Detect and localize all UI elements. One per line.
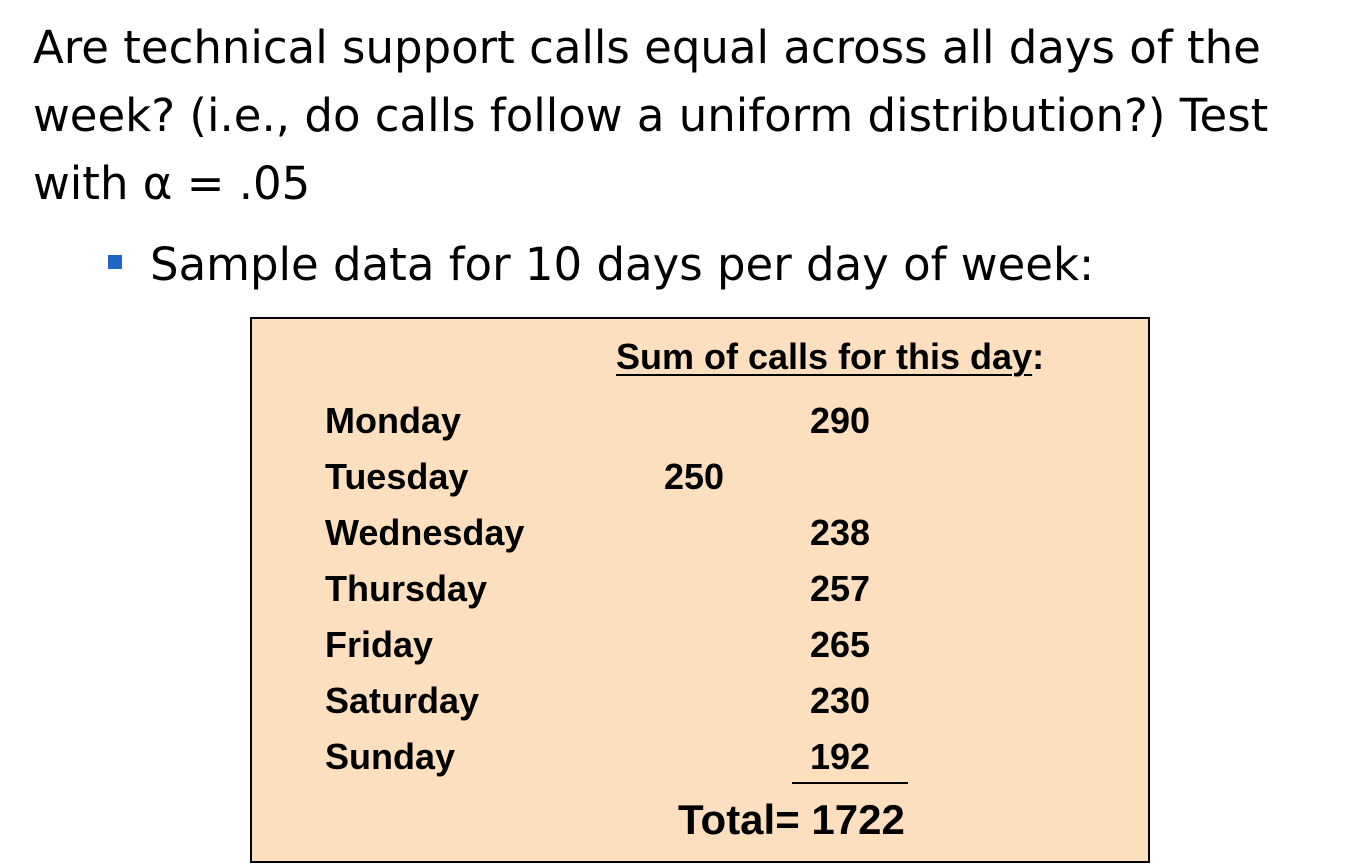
bullet-item: Sample data for 10 days per day of week: bbox=[108, 232, 1094, 298]
question-text: Are technical support calls equal across… bbox=[33, 21, 1269, 210]
table-row: Friday 265 bbox=[325, 617, 1085, 673]
call-count: 265 bbox=[809, 624, 871, 665]
column-header: Sum of calls for this day: bbox=[616, 337, 1044, 377]
table-row: Thursday 257 bbox=[325, 561, 1085, 617]
call-count: 257 bbox=[809, 568, 871, 609]
call-count: 250 bbox=[663, 456, 725, 497]
day-label: Tuesday bbox=[325, 456, 469, 497]
day-label: Thursday bbox=[325, 568, 488, 609]
call-count: 230 bbox=[809, 680, 871, 721]
day-label: Saturday bbox=[325, 680, 480, 721]
calls-data-box: Sum of calls for this day: Monday 290 Tu… bbox=[250, 317, 1150, 863]
bullet-text: Sample data for 10 days per day of week: bbox=[150, 238, 1095, 291]
call-count: 238 bbox=[809, 512, 871, 553]
day-label: Wednesday bbox=[325, 512, 525, 553]
table-row: Tuesday 250 bbox=[325, 449, 1085, 505]
day-label: Sunday bbox=[325, 736, 456, 777]
call-count: 290 bbox=[809, 400, 871, 441]
table-row: Sunday 192 bbox=[325, 729, 1085, 785]
sum-divider-line bbox=[792, 782, 908, 784]
table-row: Saturday 230 bbox=[325, 673, 1085, 729]
column-header-colon: : bbox=[1032, 336, 1045, 377]
column-header-label: Sum of calls for this day bbox=[616, 336, 1033, 377]
day-rows: Monday 290 Tuesday 250 Wednesday 238 Thu… bbox=[325, 393, 1085, 785]
call-count: 192 bbox=[809, 736, 871, 777]
total-label: Total= 1722 bbox=[678, 796, 905, 843]
day-label: Monday bbox=[325, 400, 462, 441]
table-row: Monday 290 bbox=[325, 393, 1085, 449]
day-label: Friday bbox=[325, 624, 434, 665]
table-row: Wednesday 238 bbox=[325, 505, 1085, 561]
square-bullet-icon bbox=[108, 255, 122, 269]
